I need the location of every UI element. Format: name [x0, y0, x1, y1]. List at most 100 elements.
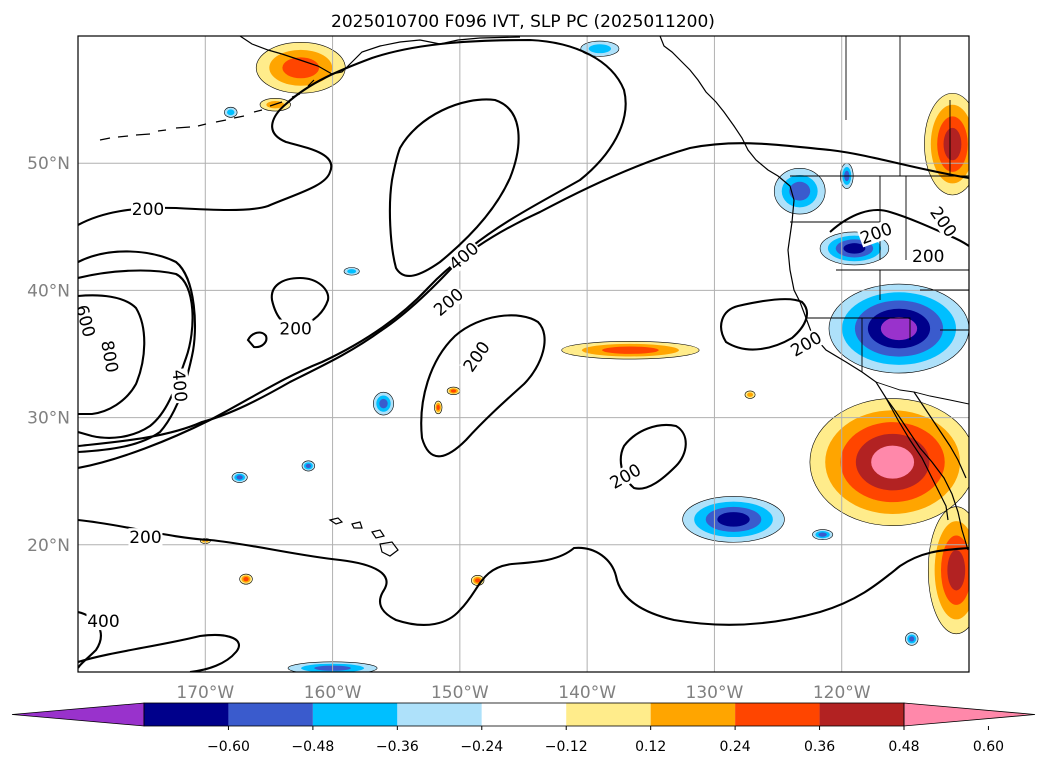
ivt-patch-bc-pos — [924, 92, 969, 196]
ivt-shade-ring — [227, 109, 235, 116]
ivt-shade-ring — [236, 475, 243, 480]
ivt-patch-small-neg-c — [343, 267, 360, 276]
ivt-patch-small-neg-b — [301, 460, 316, 472]
latitude-tick-label: 50°N — [27, 154, 70, 174]
slp-contour-200-east-north — [829, 208, 969, 247]
hawaii-islands — [328, 517, 399, 557]
longitude-tick-label: 150°W — [431, 683, 489, 703]
contour-label-background — [128, 528, 163, 547]
colorbar-tick-label: 0.24 — [720, 739, 751, 755]
ivt-shading-layer — [134, 40, 969, 672]
longitude-tick-label: 120°W — [813, 683, 871, 703]
colorbar-swatch — [735, 703, 820, 726]
ivt-patch-oregon-neg — [828, 283, 969, 374]
ivt-shade-ring — [305, 463, 312, 469]
colorbar-extend-low — [11, 702, 145, 727]
colorbar-tick-label: −0.60 — [207, 739, 250, 755]
ivt-patch-small-pos-b — [239, 573, 253, 585]
colorbar-swatch — [566, 703, 651, 726]
contour-label-background — [278, 319, 313, 338]
ivt-patch-subtropical-neg — [682, 496, 785, 543]
colorbar-tick-label: −0.12 — [545, 739, 588, 755]
ivt-shade-ring — [909, 636, 915, 642]
ivt-patch-small-pos-g — [744, 390, 756, 399]
contour-label-background — [911, 247, 946, 266]
contour-label-background — [786, 327, 826, 361]
ivt-shade-ring — [588, 44, 612, 54]
ivt-patch-small-neg-a — [231, 471, 248, 483]
latitude-tick-label: 40°N — [27, 281, 70, 301]
slp-contour-layer — [78, 38, 969, 672]
colorbar-tick-label: 0.12 — [635, 739, 666, 755]
colorbar-tick-label: 0.36 — [804, 739, 835, 755]
longitude-tick-label: 130°W — [686, 683, 744, 703]
ivt-patch-mid-pacific-pos-band — [561, 340, 700, 360]
ivt-shade-ring — [947, 550, 966, 591]
ivt-patch-small-pos-d — [434, 400, 443, 415]
contour-label-background — [78, 302, 99, 340]
ivt-patch-small-pos-c — [446, 386, 461, 396]
colorbar-swatch — [397, 703, 482, 726]
ivt-patch-aleutian-pos — [255, 42, 346, 94]
colorbar-tick-label: 0.48 — [888, 739, 919, 755]
contour-label: 200 — [912, 247, 944, 267]
colorbar-tick-label: −0.48 — [291, 739, 334, 755]
contour-label-background — [169, 368, 191, 404]
slp-contour-200-north — [78, 38, 627, 448]
ivt-shade-ring — [282, 57, 320, 79]
colorbar-tick-label: 0.60 — [973, 739, 1004, 755]
ivt-patch-small-neg-f — [905, 632, 919, 646]
longitude-tick-label: 160°W — [304, 683, 362, 703]
slp-contour-200-east — [720, 297, 808, 351]
colorbar-swatch — [481, 703, 567, 726]
ivt-patch-small-neg-g — [224, 106, 238, 118]
colorbar-tick-label: −0.24 — [460, 739, 503, 755]
contour-label: 600 — [71, 303, 99, 340]
colorbar-outline — [143, 702, 905, 727]
ivt-shade-ring — [347, 269, 357, 274]
contour-label: 200 — [129, 528, 161, 548]
ivt-patch-bc-coast-neg — [773, 167, 826, 215]
ivt-patch-mexico-pos — [927, 506, 969, 635]
slp-contour-200-south — [78, 142, 969, 470]
longitude-tick-label: 140°W — [558, 683, 616, 703]
canada-province-border — [845, 36, 951, 176]
ivt-shade-ring — [475, 578, 481, 583]
slp-contour-800 — [78, 294, 146, 416]
slp-contour-400-tropics — [78, 633, 240, 672]
contour-label-background — [86, 612, 121, 631]
colorbar-swatch — [650, 703, 736, 726]
colorbar-tick-label: −0.36 — [376, 739, 419, 755]
ivt-shade-ring — [818, 532, 827, 537]
slp-contour-200-small — [619, 424, 687, 490]
slp-contour-400-closed — [388, 98, 520, 277]
contour-label-background — [429, 284, 468, 320]
contour-label-background — [131, 199, 166, 218]
ivt-patch-small-neg-e — [812, 529, 834, 541]
longitude-tick-label: 170°W — [176, 683, 234, 703]
latitude-tick-label: 30°N — [27, 409, 70, 429]
map-title: 2025010700 F096 IVT, SLP PC (2025011200) — [331, 12, 715, 32]
latitude-tick-label: 20°N — [27, 536, 70, 556]
map-background — [78, 36, 969, 672]
colorbar-swatch — [144, 703, 229, 726]
ivt-shade-ring — [450, 389, 457, 393]
ivt-shade-ring — [747, 392, 754, 397]
graticule-layer — [78, 36, 969, 672]
contour-label: 200 — [132, 200, 164, 220]
contour-label: 400 — [87, 612, 119, 632]
colorbar-swatch — [819, 703, 904, 726]
ivt-shade-ring — [943, 127, 962, 161]
ivt-shade-ring — [717, 512, 750, 527]
contour-label-background — [857, 218, 896, 248]
contour-label-background — [459, 337, 494, 376]
ivt-colorbar: −0.60 −0.48 −0.36 −0.24 −0.12 0.12 0.24 0.36 0.4… — [11, 702, 1036, 755]
contour-label: 200 — [279, 320, 311, 340]
ivt-shade-ring — [880, 317, 918, 341]
slp-contour-200-island — [420, 314, 546, 458]
ivt-patch-california-pos — [809, 398, 969, 527]
ivt-patch-small-neg-h — [580, 40, 620, 57]
slp-contour-200-blob-small — [246, 331, 268, 349]
